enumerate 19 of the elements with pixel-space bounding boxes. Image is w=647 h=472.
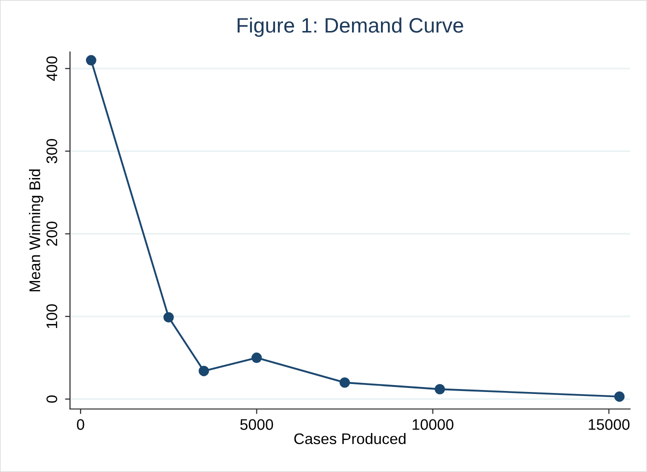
point [614,391,625,402]
point [163,312,174,322]
y-tick-label: 300 [46,139,58,164]
y-tick-label: 0 [46,395,58,403]
point [86,55,96,66]
x-axis-title: Cases Produced [294,432,406,444]
x-tick-label: 10000 [412,419,454,430]
y-tick-label: 100 [46,304,58,328]
chart-title: Figure 1: Demand Curve [238,17,464,37]
y-axis-title: Mean Winning Bid [29,169,44,292]
y-tick-label: 200 [46,222,58,246]
point [434,384,446,394]
point [340,377,350,388]
x-tick-label: 15000 [588,419,630,430]
x-tick-label: 5000 [240,419,274,430]
x-tick-label: 0 [76,419,84,430]
point [251,352,262,363]
y-tick-label: 400 [46,56,58,81]
point [198,366,210,376]
